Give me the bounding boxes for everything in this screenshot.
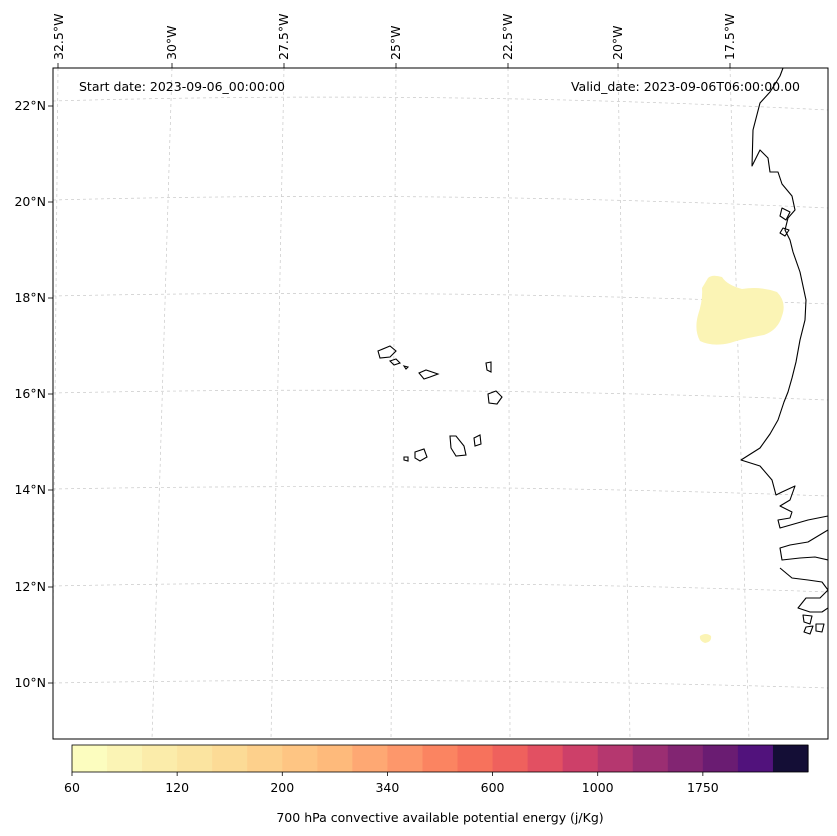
colorbar: 60 120 200 340 600 1000 1750 700 hPa convectiv… bbox=[64, 744, 809, 825]
lat-label: 22°N bbox=[14, 98, 46, 113]
cape-shaded-area bbox=[696, 275, 784, 643]
lat-label: 14°N bbox=[14, 482, 46, 497]
lat-label: 16°N bbox=[14, 386, 46, 401]
parallel-line bbox=[53, 292, 828, 305]
colorbar-swatch bbox=[667, 745, 704, 772]
senegal-gambia-detail bbox=[779, 529, 828, 561]
colorbar-swatch bbox=[177, 745, 213, 772]
coastal-island bbox=[802, 614, 813, 625]
colorbar-tick-label: 1750 bbox=[687, 780, 719, 795]
colorbar-swatch bbox=[282, 745, 318, 772]
colorbar-swatch bbox=[492, 745, 529, 772]
parallel-line bbox=[53, 582, 828, 593]
colorbar-swatch bbox=[352, 745, 389, 772]
colorbar-swatch bbox=[107, 745, 143, 772]
colorbar-swatch bbox=[702, 745, 739, 772]
african-coastline bbox=[740, 68, 828, 529]
lon-label: 32.5°W bbox=[51, 14, 66, 60]
lon-label: 22.5°W bbox=[500, 14, 515, 60]
meridian-line bbox=[617, 68, 631, 739]
meridian-line bbox=[507, 68, 511, 739]
colorbar-tick-label: 200 bbox=[270, 780, 294, 795]
parallel-line bbox=[53, 486, 828, 497]
colorbar-swatch bbox=[422, 745, 459, 772]
colorbar-swatch bbox=[457, 745, 494, 772]
coastal-island bbox=[815, 623, 825, 633]
parallel-line bbox=[53, 680, 828, 689]
guinea-bissau-coast bbox=[779, 567, 828, 613]
map-frame bbox=[52, 67, 829, 740]
lon-label: 20°W bbox=[610, 25, 625, 60]
island-brava bbox=[403, 456, 409, 462]
lon-label: 25°W bbox=[388, 25, 403, 60]
meridian-line bbox=[390, 68, 397, 739]
cape-shaded-patch bbox=[696, 275, 784, 345]
colorbar-frame bbox=[71, 744, 809, 773]
colorbar-swatch bbox=[72, 745, 108, 772]
meridian-line bbox=[270, 68, 285, 739]
island-santiago bbox=[449, 435, 467, 457]
colorbar-swatch bbox=[737, 745, 774, 772]
start-date-label: Start date: 2023-09-06_00:00:00 bbox=[79, 79, 285, 94]
lon-label: 30°W bbox=[164, 25, 179, 60]
lon-label: 27.5°W bbox=[276, 14, 291, 60]
graticule bbox=[53, 68, 828, 739]
valid-date-label: Valid_date: 2023-09-06T06:00:00.00 bbox=[571, 79, 800, 94]
colorbar-ticks: 60 120 200 340 600 1000 1750 bbox=[64, 772, 719, 795]
colorbar-tick-label: 340 bbox=[375, 780, 399, 795]
lat-label: 12°N bbox=[14, 579, 46, 594]
colorbar-swatch bbox=[527, 745, 564, 772]
colorbar-swatch bbox=[142, 745, 178, 772]
colorbar-swatch bbox=[597, 745, 634, 772]
lat-label: 18°N bbox=[14, 290, 46, 305]
colorbar-swatch bbox=[317, 745, 353, 772]
colorbar-tick-label: 60 bbox=[64, 780, 80, 795]
colorbar-swatch bbox=[772, 745, 809, 772]
colorbar-swatch bbox=[247, 745, 283, 772]
island-sao-vicente bbox=[388, 358, 402, 366]
coastal-island bbox=[803, 625, 814, 635]
meridian-line bbox=[151, 68, 173, 739]
island-santo-antao bbox=[377, 345, 397, 359]
island-sao-nicolau bbox=[418, 369, 440, 380]
island-santa-luzia bbox=[402, 365, 410, 370]
cape-shaded-patch bbox=[699, 634, 712, 643]
longitude-axis: 32.5°W 30°W 27.5°W 25°W 22.5°W 20°W 17.5… bbox=[51, 14, 737, 68]
island-maio bbox=[473, 434, 482, 447]
cape-verde-islands bbox=[377, 345, 503, 462]
island-fogo bbox=[414, 448, 428, 462]
lon-label: 17.5°W bbox=[722, 14, 737, 60]
lat-label: 10°N bbox=[14, 675, 46, 690]
parallel-line bbox=[53, 196, 828, 209]
colorbar-label: 700 hPa convective available potential e… bbox=[276, 810, 603, 825]
colorbar-swatch bbox=[562, 745, 599, 772]
parallel-line bbox=[53, 96, 828, 111]
latitude-axis: 22°N 20°N 18°N 16°N 14°N 12°N 10°N bbox=[14, 98, 53, 690]
lat-label: 20°N bbox=[14, 194, 46, 209]
colorbar-tick-label: 1000 bbox=[582, 780, 614, 795]
colorbar-swatches bbox=[72, 745, 809, 772]
coastline-west-africa bbox=[740, 68, 828, 635]
colorbar-tick-label: 600 bbox=[481, 780, 505, 795]
coastal-island bbox=[779, 227, 790, 237]
coastal-island bbox=[779, 207, 791, 221]
parallel-line bbox=[53, 389, 828, 401]
meridian-line bbox=[729, 68, 750, 739]
colorbar-swatch bbox=[387, 745, 424, 772]
island-sal bbox=[485, 361, 492, 373]
colorbar-swatch bbox=[212, 745, 248, 772]
island-boa-vista bbox=[487, 390, 503, 405]
colorbar-tick-label: 120 bbox=[165, 780, 189, 795]
colorbar-swatch bbox=[632, 745, 669, 772]
